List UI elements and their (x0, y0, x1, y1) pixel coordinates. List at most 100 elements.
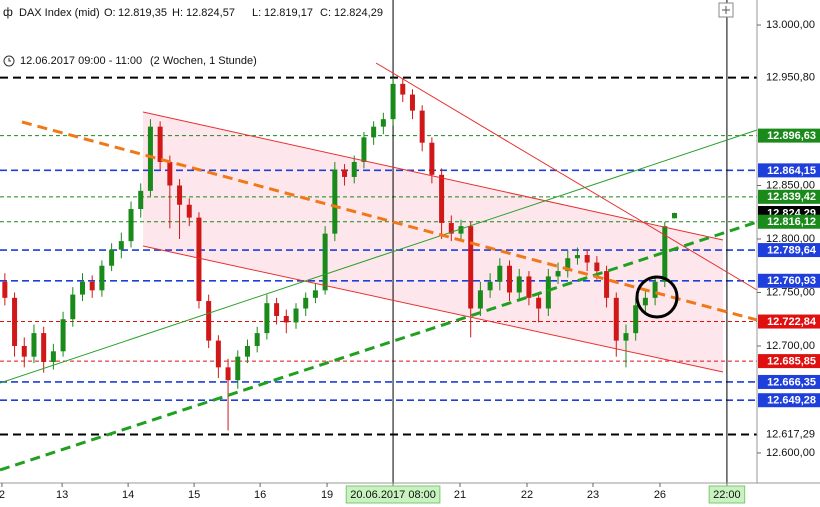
candle-body (390, 83, 396, 120)
trend-line (0, 129, 758, 384)
candle-body (167, 161, 173, 186)
ohlc-value: 12.819,35 (118, 7, 167, 19)
level-box (758, 374, 820, 389)
candle-body (118, 241, 124, 250)
x-tick-label: 22 (521, 489, 533, 501)
candle-body (526, 276, 532, 298)
ohlc-value: 12.824,57 (186, 7, 235, 19)
candle-body (79, 281, 85, 295)
candle-body (215, 340, 221, 368)
level-box (758, 314, 820, 329)
x-tick-label: 26 (654, 489, 666, 501)
x-tick-label: 20.06.2017 08:00 (350, 489, 436, 501)
level-label: 12.950,80 (766, 72, 815, 84)
candle-body (70, 294, 76, 320)
y-tick-label: 12.600,00 (766, 447, 815, 459)
candle-body (613, 297, 619, 341)
candle-body (477, 290, 483, 309)
ohlc-value: 12.819,17 (264, 7, 313, 19)
level-label: 12.789,64 (767, 244, 817, 256)
x-tick-label: 22:00 (713, 489, 741, 501)
ohlc-name: O: (104, 7, 116, 19)
y-tick-label: 12.800,00 (766, 233, 815, 245)
channel-shade (143, 112, 723, 372)
header: ф DAX Index (mid) O: 12.819,35 H: 12.824… (3, 2, 734, 67)
candle-body (672, 213, 678, 219)
level-label: 12.649,28 (767, 395, 816, 407)
trend-line (375, 62, 758, 291)
candle-body (99, 265, 105, 291)
candle-body (458, 226, 464, 234)
x-tick-label: 14 (122, 489, 134, 501)
candle-body (293, 308, 299, 323)
marker-circle (635, 275, 679, 319)
level-box (758, 214, 820, 229)
candle-body (2, 281, 8, 298)
candle-body (147, 126, 153, 191)
candle-body (487, 281, 493, 291)
candle-body (206, 301, 212, 341)
header-icon: ф (3, 5, 13, 19)
settings-icon (722, 6, 730, 14)
x-tick-label: 13 (56, 489, 68, 501)
ohlc-name: H: (172, 7, 183, 19)
level-box (758, 393, 820, 408)
candle-body (516, 276, 522, 293)
candle-body (380, 119, 386, 127)
clock-icon (3, 55, 15, 67)
level-box (758, 128, 820, 143)
candle-body (662, 226, 668, 282)
candle-body (574, 255, 580, 259)
level-label: 12.617,29 (766, 428, 815, 440)
candle-body (468, 226, 474, 309)
x-tick-highlight (708, 485, 746, 504)
level-label: 12.839,42 (767, 191, 816, 203)
candle-body (507, 265, 513, 293)
candle-body (312, 290, 318, 298)
level-label: 12.685,85 (767, 356, 816, 368)
candle-body (545, 276, 551, 309)
x-tick-label: 23 (587, 489, 599, 501)
candle-body (555, 271, 561, 277)
candle-body (429, 142, 435, 175)
ohlc-name: C: (320, 7, 331, 19)
candle-body (642, 297, 648, 306)
candle-body (594, 262, 600, 272)
candle-body (448, 222, 454, 234)
y-tick-label: 12.850,00 (766, 179, 815, 191)
level-label: 12.760,93 (767, 275, 816, 287)
candle-body (497, 265, 503, 282)
x-tick-label: 16 (254, 489, 266, 501)
candle-body (12, 297, 18, 346)
candle-body (584, 255, 590, 263)
candle-body (225, 367, 231, 381)
candle-body (400, 83, 406, 95)
level-box (758, 354, 820, 369)
candle-body (303, 297, 309, 309)
level-box (758, 273, 820, 288)
candle-body (177, 185, 183, 205)
candle-body (342, 169, 348, 177)
candle-body (274, 303, 280, 317)
period: 12.06.2017 09:00 - 11:00 (20, 55, 142, 67)
ohlc-value: 12.824,29 (334, 7, 383, 19)
candle-body (322, 233, 328, 291)
candle-body (652, 281, 658, 298)
candle-body (623, 333, 629, 341)
level-label: 12.816,12 (767, 216, 816, 228)
x-tick-label: 19 (321, 489, 333, 501)
level-box (758, 189, 820, 204)
level-box (758, 163, 820, 178)
ohlc-name: L: (252, 7, 261, 19)
instrument: DAX Index (mid) (19, 7, 100, 19)
y-tick-label: 13.000,00 (766, 19, 815, 31)
candle-body (31, 333, 37, 357)
trend-line (142, 111, 724, 241)
candle-body (439, 174, 445, 223)
candle-body (283, 316, 289, 323)
candle-body (89, 281, 95, 291)
candle-body (244, 345, 250, 357)
candle-body (419, 110, 425, 143)
level-label: 12.864,15 (767, 165, 816, 177)
